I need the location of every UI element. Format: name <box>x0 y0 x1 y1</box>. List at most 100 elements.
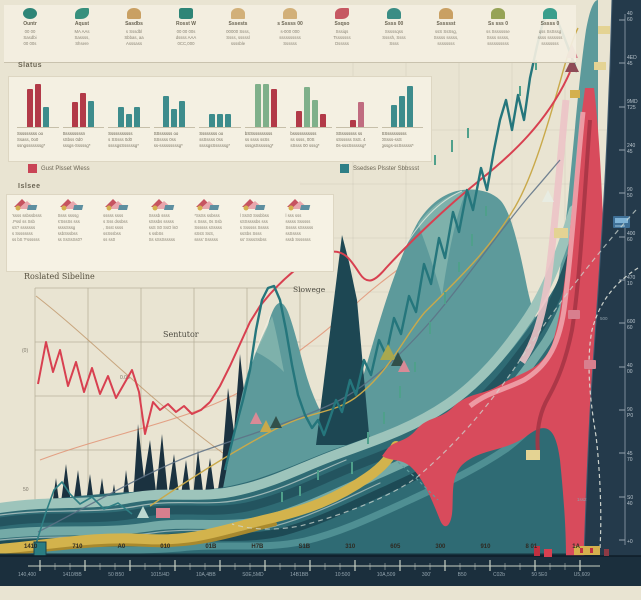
icon-item-title: Sssests <box>228 21 248 27</box>
mini-bar-chart: Sssssssss oo Ssass, 0o0 ssngsssssssg* <box>17 82 59 156</box>
icon-item-line: ssssssssss <box>279 34 301 40</box>
icon-item-line: Shsere <box>75 40 89 46</box>
white-dashed-diagonal <box>231 209 637 530</box>
inset-grid <box>34 287 301 555</box>
mini-chart-caption: Ssass, 0o0 <box>17 137 39 143</box>
status-bar <box>399 95 406 127</box>
icon-item-line: Ssssss <box>283 40 297 46</box>
rect-markers <box>33 26 610 557</box>
mini-chart-caption: SSsssssssss <box>381 131 407 136</box>
mini-bar-chart: bSSsssssssss ss ssss ssSs sssgsSsssssg* <box>244 82 287 156</box>
mini-chart-caption: SSssssss oo <box>153 131 179 136</box>
icon-item-line: Sbbas, aa <box>124 34 144 40</box>
icon-item-line: 00 00 00s <box>176 29 196 34</box>
annotation-slowege: Slowege <box>293 285 326 294</box>
mini-chart-caption: ss ssss ssSs <box>244 137 270 143</box>
svg-text:0.05: 0.05 <box>120 375 130 381</box>
x-axis-bar-label: 300' <box>421 572 432 578</box>
mini-bar-chart: Sssssssssn sSbss 0d0 sssgs-Sssssg* <box>62 82 105 156</box>
island-line: sssb Sssssss <box>285 236 311 242</box>
mini-bar-group <box>199 82 241 128</box>
mini-chart-caption: 0Ssss-ssS <box>381 137 402 143</box>
island-line: ss ss0 <box>103 236 116 242</box>
x-axis-label: A0 <box>117 544 126 550</box>
x-axis-label: 310 <box>345 544 356 550</box>
icon-item-line: ssssble <box>230 40 246 46</box>
x-axis-label: 910 <box>480 544 491 550</box>
island-line: 'ssss ssbssbsss <box>12 213 42 218</box>
island-line: ssS S0 SsO ls0 <box>148 224 178 230</box>
island-line: ssSssbss <box>103 230 121 236</box>
icon-item-line: Ssssh, Ssss <box>382 34 406 40</box>
right-axis-label: 600 60 <box>627 319 636 331</box>
mini-bar-group <box>17 82 59 128</box>
pink-mountain-icon <box>196 199 220 211</box>
icon-item-title: Ss sss 0 <box>487 21 509 27</box>
island-line: ss SsSsSs0? <box>57 236 83 242</box>
mini-chart-caption: ss-sssssssssg* <box>153 143 183 149</box>
x-axis-bar-label: 50 5E0 <box>531 572 548 578</box>
icon-item-title: Sssssst <box>436 21 456 27</box>
icon-item-title: s Sssss 00 <box>277 21 303 27</box>
status-bar <box>312 100 319 127</box>
legend-item-teal: Ssedses Plsster Sbbssst <box>340 164 419 173</box>
icon-item-title: Rosst W <box>176 21 196 27</box>
pink-mountain-icon <box>287 199 311 211</box>
mini-chart-caption: 0s-sssSsssssg* <box>335 143 367 149</box>
dune-icon <box>439 8 453 19</box>
legend-label: Gust Plsset Wless <box>41 165 90 172</box>
pink-mountain-icon <box>105 199 129 211</box>
island-line: ss bS 'Fssssss <box>12 236 40 242</box>
icon-item-line: Sssiqs <box>335 29 349 34</box>
icon-item-line: ssS SsSsg, <box>435 29 457 34</box>
right-axis-label: 9MD T25 <box>627 99 638 111</box>
fish-icon <box>335 8 349 19</box>
island-line: sSssbs sssss <box>148 218 174 224</box>
island-line: Ssss ssssg <box>57 213 79 218</box>
island-item: Ssssb ssss sSssbs sssss ssS S0 SsO ls0 s… <box>149 198 192 268</box>
icon-item-line: Sasdbi <box>23 34 37 40</box>
icon-item-line: ssssssssss <box>487 40 509 46</box>
leaf-icon <box>75 8 89 19</box>
top-icon-item: Rosst W 00 00 00s dssss AAA 0CC,000 <box>160 5 212 62</box>
mini-chart-caption: Ssssssss oo <box>199 131 224 136</box>
x-axis-label: 1A <box>572 544 580 550</box>
right-axis-label: +0 <box>627 539 633 546</box>
icon-item-line: Sassss, <box>74 34 90 40</box>
status-bar <box>296 111 303 127</box>
x-axis-bar-label: S0E,5MD <box>242 572 264 578</box>
icon-item-line: ssssssss <box>437 40 455 46</box>
gold-thin-line <box>149 27 579 507</box>
mini-bar-chart: Sssssssssss s SSsss 0d0 ssssgsSsssssg* <box>108 82 150 156</box>
bottom-axis-bar <box>0 546 641 586</box>
mini-chart-caption: Sssssssssss <box>108 131 133 136</box>
island-line: sS? sssssss <box>12 224 36 230</box>
status-bar <box>42 106 49 127</box>
status-bar <box>262 84 269 127</box>
svg-text:(0): (0) <box>22 348 28 354</box>
icon-item-line: 00 00 <box>24 29 36 34</box>
island-line: *SsSs ssbsss <box>194 213 220 218</box>
mini-chart-caption: Sssssssssn <box>62 131 86 136</box>
mini-chart-caption: ssSssss 0ss <box>199 137 223 143</box>
mini-chart-caption: gssgs-ssSsssss* <box>381 143 414 149</box>
legend-swatch-red <box>28 164 37 173</box>
top-icon-item: Ssss 00 Sssssqss Ssssh, Ssss Ssss <box>368 5 420 62</box>
mini-chart-caption: sSsss 00 sssg* <box>290 143 320 149</box>
right-axis-label: 470 10 <box>627 275 636 287</box>
icon-item-title: Ountr <box>23 21 37 27</box>
icon-item-line: qss SsSssg <box>538 29 562 34</box>
icon-item-line: Asssass <box>126 40 142 46</box>
island-line: s Ssss, 0s Ssb <box>194 218 222 224</box>
status-bar <box>320 114 327 127</box>
icon-item-line: ssssssss <box>541 40 559 46</box>
right-axis-labels: 40 60 4ED 45 9MD T25 240 45 90 50 400 60 470 1… <box>627 11 640 546</box>
right-axis-label: 45 70 <box>627 451 633 463</box>
swirl-icon <box>23 8 37 19</box>
icon-item-line: s-000 000 <box>280 29 300 34</box>
status-bar <box>125 114 132 127</box>
status-mini-charts: Sssssssss oo Ssass, 0o0 ssngsssssssg* Ss… <box>8 76 432 162</box>
gem-icon <box>179 8 193 19</box>
pink-mountain-icon <box>150 199 174 211</box>
teal-small-line <box>35 480 133 545</box>
